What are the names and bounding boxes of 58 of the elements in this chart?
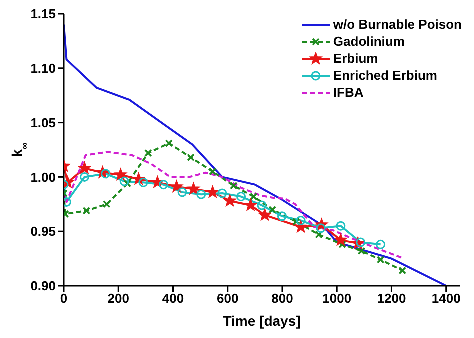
point: [218, 188, 228, 198]
point: [296, 216, 306, 226]
point: [102, 200, 111, 208]
point: [292, 218, 300, 226]
point: [187, 154, 195, 162]
point: [188, 182, 200, 195]
y-tick-label: 1.00: [30, 170, 56, 185]
point: [178, 188, 188, 198]
y-tick-label: 1.10: [30, 61, 56, 76]
x-tick-label: 1200: [377, 291, 406, 306]
y-tick-label: 1.15: [30, 6, 56, 22]
point: [277, 212, 287, 222]
point: [114, 168, 128, 180]
x-tick-label: 0: [60, 291, 68, 306]
point: [78, 162, 91, 174]
point: [165, 140, 174, 148]
point: [230, 182, 238, 190]
point: [208, 168, 217, 176]
point: [336, 221, 346, 231]
y-tick-label: 1.05: [30, 115, 56, 130]
x-tick-label: 600: [217, 291, 239, 306]
point: [224, 194, 236, 206]
point: [398, 266, 407, 275]
point: [250, 192, 258, 201]
point: [196, 190, 206, 200]
point: [124, 180, 132, 188]
point: [144, 149, 152, 158]
point: [120, 176, 130, 186]
x-tick-label: 800: [272, 291, 294, 306]
point: [376, 240, 386, 250]
point: [82, 207, 91, 215]
point: [338, 240, 346, 249]
legend-label: Gadolinium: [333, 33, 405, 50]
legend-label: Enriched Erbium: [333, 67, 438, 84]
point: [358, 247, 366, 256]
y-tick-label: 0.95: [30, 224, 56, 240]
point: [294, 220, 308, 233]
x-tick-label: 1400: [432, 291, 461, 306]
point: [206, 186, 220, 198]
point: [258, 208, 272, 221]
legend-label: IFBA: [333, 84, 364, 101]
x-tick-label: 400: [162, 291, 184, 306]
point: [376, 256, 385, 264]
y-tick-label: 0.90: [30, 278, 56, 294]
x-tick-label: 1000: [322, 291, 352, 306]
legend-label: Erbium: [333, 50, 378, 67]
point: [334, 234, 348, 246]
x-tick-label: 200: [108, 291, 130, 306]
point: [158, 180, 168, 190]
x-axis-title: Time [days]: [223, 313, 301, 329]
legend-label: w/o Burnable Poison: [333, 16, 462, 33]
point: [170, 180, 183, 192]
point: [244, 198, 258, 211]
point: [268, 206, 277, 214]
point: [80, 172, 90, 182]
point: [315, 230, 323, 239]
point: [257, 200, 267, 210]
point: [236, 192, 246, 202]
